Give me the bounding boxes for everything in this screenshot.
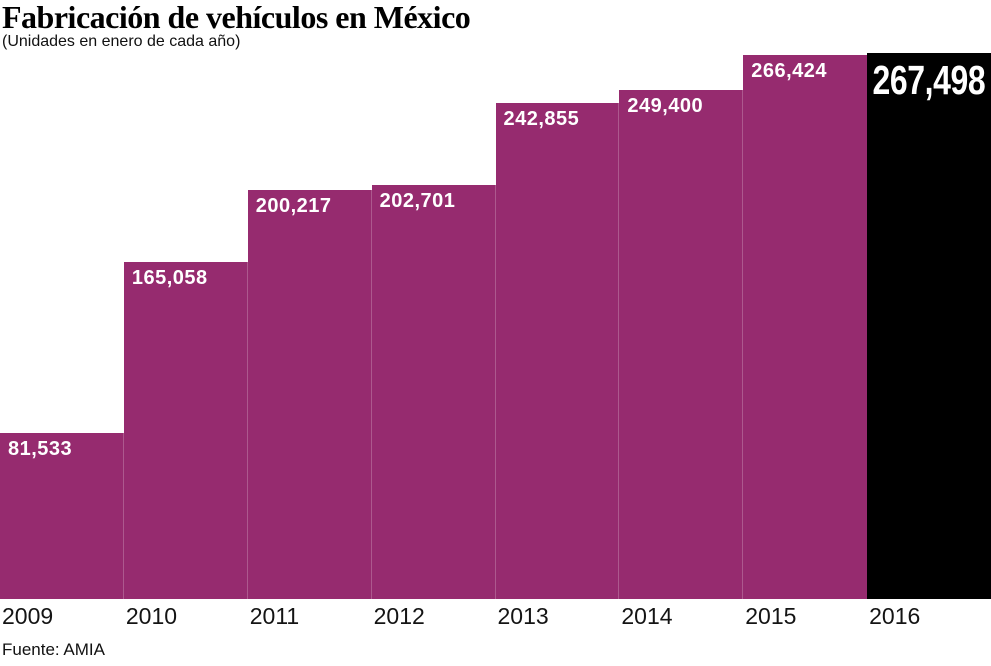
bar-2012: 202,701 bbox=[371, 185, 496, 599]
x-axis-label-2009: 2009 bbox=[2, 603, 54, 629]
bar-value-label-2011: 200,217 bbox=[255, 195, 332, 217]
page-title: Fabricación de vehículos en México bbox=[2, 0, 471, 35]
bar-2014: 249,400 bbox=[619, 90, 744, 599]
bar-value-label-2010: 165,058 bbox=[131, 267, 208, 289]
x-axis-label-2013: 2013 bbox=[497, 603, 549, 629]
bar-2013: 242,855 bbox=[495, 103, 620, 599]
source-note: Fuente: AMIA bbox=[2, 640, 105, 659]
bar-value-label-2013: 242,855 bbox=[503, 108, 580, 130]
bar-value-label-2016: 267,498 bbox=[872, 57, 986, 103]
x-axis-label-2016: 2016 bbox=[869, 603, 921, 629]
bar-2010: 165,058 bbox=[123, 262, 248, 599]
x-axis: 2009 2010 2011 2012 2013 2014 2015 2016 bbox=[0, 603, 991, 631]
chart-header: Fabricación de vehículos en México (Unid… bbox=[2, 0, 471, 51]
x-axis-label-2010: 2010 bbox=[125, 603, 178, 629]
bar-2016: 267,498 bbox=[867, 53, 991, 599]
bar-value-label-2009: 81,533 bbox=[8, 438, 73, 460]
x-axis-label-2011: 2011 bbox=[249, 603, 300, 629]
bar-value-label-2014: 249,400 bbox=[627, 95, 704, 117]
bar-2011: 200,217 bbox=[247, 190, 372, 599]
bar-2009: 81,533 bbox=[0, 433, 124, 599]
bar-value-label-2012: 202,701 bbox=[379, 190, 456, 212]
x-axis-label-2012: 2012 bbox=[373, 603, 425, 629]
chart-subtitle: (Unidades en enero de cada año) bbox=[2, 33, 241, 50]
x-axis-label-2015: 2015 bbox=[745, 603, 797, 629]
bar-2015: 266,424 bbox=[743, 55, 868, 599]
x-axis-label-2014: 2014 bbox=[621, 603, 673, 629]
bar-value-label-2015: 266,424 bbox=[751, 60, 828, 82]
bar-chart: 81,533 165,058 200,217 202,701 242,855 249,40… bbox=[0, 53, 991, 599]
